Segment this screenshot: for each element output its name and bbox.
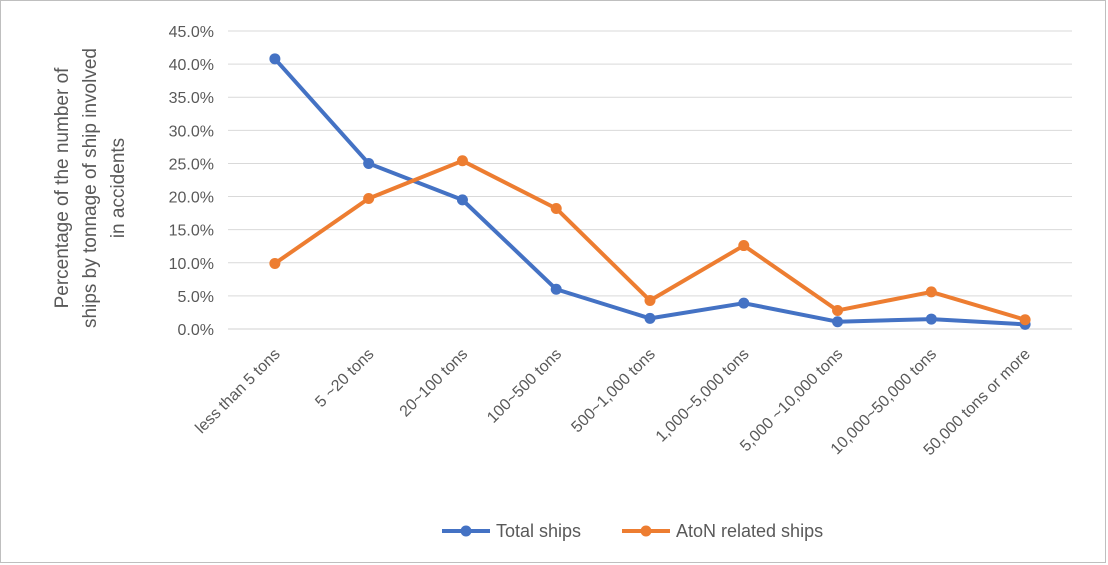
legend-label: AtoN related ships (676, 521, 823, 541)
y-tick-label: 5.0% (178, 289, 214, 306)
legend-item: AtoN related ships (622, 521, 823, 541)
y-tick-label: 10.0% (169, 256, 214, 273)
y-axis-title-line: ships by tonnage of ship involved (80, 48, 101, 328)
y-tick-label: 45.0% (169, 24, 214, 41)
y-tick-labels: 0.0% 5.0% 10.0% 15.0% 20.0% 25.0% 30.0% 35.0% 40… (169, 24, 214, 339)
data-point (925, 313, 937, 325)
legend-label: Total ships (496, 521, 581, 541)
data-point (363, 193, 375, 205)
y-axis-title: Percentage of the number of ships by tonn… (52, 48, 129, 328)
data-point (269, 257, 281, 269)
y-tick-label: 25.0% (169, 156, 214, 173)
y-tick-label: 40.0% (169, 57, 214, 74)
data-point (925, 286, 937, 298)
x-tick-label: 10,000~50,000 tons (828, 346, 940, 458)
legend-item: Total ships (442, 521, 581, 541)
y-tick-label: 0.0% (178, 322, 214, 339)
data-point (644, 295, 656, 307)
gridlines (228, 30, 1072, 330)
x-tick-label: less than 5 tons (192, 346, 283, 437)
data-point (644, 312, 656, 324)
legend-swatch-marker (460, 525, 472, 537)
data-point (456, 155, 468, 167)
data-point (456, 194, 468, 206)
y-tick-label: 30.0% (169, 123, 214, 140)
data-point (832, 316, 844, 328)
y-tick-label: 35.0% (169, 90, 214, 107)
x-tick-label: 500~1,000 tons (568, 346, 658, 436)
x-tick-label: 100~500 tons (484, 346, 565, 427)
data-point (832, 304, 844, 316)
data-point (269, 53, 281, 65)
series-1 (269, 155, 1031, 326)
data-point (550, 202, 562, 214)
data-point (363, 157, 375, 169)
data-point (738, 240, 750, 252)
y-axis-title-line: Percentage of the number of (52, 67, 73, 309)
x-tick-label: 5 ~20 tons (312, 346, 377, 411)
legend: Total ships AtoN related ships (442, 521, 823, 541)
x-tick-labels: less than 5 tons 5 ~20 tons 20~100 tons 100… (192, 346, 1034, 459)
y-axis-title-line: in accidents (108, 138, 129, 238)
data-point (1019, 314, 1031, 326)
x-tick-label: 5,000 ~10,000 tons (737, 346, 846, 455)
legend-swatch-marker (640, 525, 652, 537)
x-tick-label: 50,000 tons or more (921, 346, 1034, 459)
data-point (738, 297, 750, 309)
data-point (550, 283, 562, 295)
y-tick-label: 20.0% (169, 190, 214, 207)
y-tick-label: 15.0% (169, 223, 214, 240)
x-tick-label: 20~100 tons (397, 346, 472, 421)
series-group (269, 53, 1031, 330)
x-tick-label: 1,000~5,000 tons (653, 346, 753, 446)
